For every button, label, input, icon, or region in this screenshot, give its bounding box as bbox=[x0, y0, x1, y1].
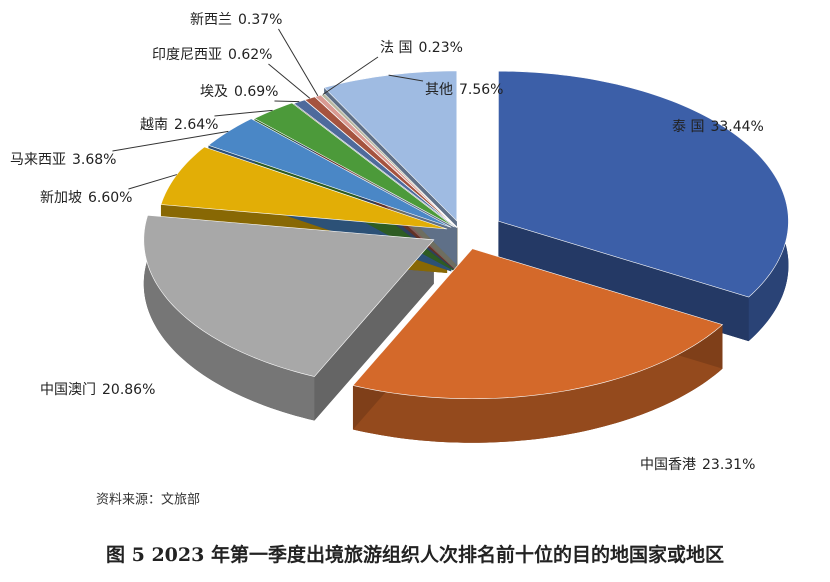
label-value: 2.64% bbox=[174, 117, 218, 133]
data-label: 中国澳门 20.86% bbox=[40, 382, 155, 398]
leader-line bbox=[278, 28, 319, 97]
label-category: 新西兰 bbox=[190, 12, 232, 28]
leader-line bbox=[322, 56, 379, 95]
label-value: 7.56% bbox=[459, 82, 503, 98]
label-value: 33.44% bbox=[710, 119, 763, 135]
leader-line bbox=[388, 74, 424, 82]
leader-line bbox=[112, 130, 229, 152]
data-label: 越南 2.64% bbox=[140, 117, 218, 133]
label-value: 3.68% bbox=[72, 152, 116, 168]
data-label: 法 国 0.23% bbox=[380, 40, 463, 56]
slice bbox=[352, 248, 724, 400]
label-category: 印度尼西亚 bbox=[152, 47, 222, 63]
label-value: 0.23% bbox=[418, 40, 462, 56]
leader-line bbox=[214, 109, 273, 117]
slice bbox=[293, 99, 457, 228]
label-value: 23.31% bbox=[702, 457, 755, 473]
slice-edge bbox=[314, 239, 434, 421]
leader-line bbox=[274, 100, 300, 103]
label-category: 中国澳门 bbox=[40, 382, 96, 398]
label-category: 法 国 bbox=[380, 40, 412, 56]
slice bbox=[498, 70, 789, 298]
label-value: 0.69% bbox=[234, 84, 278, 100]
data-label: 埃及 0.69% bbox=[200, 84, 278, 100]
slice bbox=[323, 70, 458, 222]
data-label: 印度尼西亚 0.62% bbox=[152, 47, 272, 63]
label-category: 新加坡 bbox=[40, 190, 82, 206]
slice-wall bbox=[143, 215, 315, 421]
labels: 泰 国 33.44% 中国香港 23.31% 中国澳门 20.86% 新加坡 6.60% 马来西… bbox=[10, 12, 764, 473]
pie-tops bbox=[143, 70, 789, 400]
label-category: 其他 bbox=[425, 82, 453, 98]
label-category: 泰 国 bbox=[672, 119, 704, 135]
label-category: 越南 bbox=[140, 117, 168, 133]
label-value: 0.62% bbox=[228, 47, 272, 63]
data-label: 其他 7.56% bbox=[425, 82, 503, 98]
label-category: 中国香港 bbox=[640, 457, 696, 473]
data-label: 马来西亚 3.68% bbox=[10, 152, 116, 168]
slice-edge bbox=[498, 221, 749, 342]
data-label: 泰 国 33.44% bbox=[672, 119, 764, 135]
data-label: 新西兰 0.37% bbox=[190, 12, 282, 28]
slice-wall bbox=[352, 324, 723, 443]
label-value: 20.86% bbox=[102, 382, 155, 398]
slice bbox=[253, 102, 455, 228]
chart-title: 图 5 2023 年第一季度出境旅游组织人次排名前十位的目的地国家或地区 bbox=[106, 543, 724, 566]
data-label: 中国香港 23.31% bbox=[640, 457, 755, 473]
slice bbox=[207, 118, 452, 228]
label-value: 0.37% bbox=[238, 12, 282, 28]
data-label: 新加坡 6.60% bbox=[40, 190, 132, 206]
slice bbox=[143, 215, 435, 377]
leader-line bbox=[268, 63, 311, 99]
source-note: 资料来源：文旅部 bbox=[96, 493, 200, 508]
slice bbox=[160, 146, 448, 230]
label-value: 6.60% bbox=[88, 190, 132, 206]
label-category: 马来西亚 bbox=[10, 152, 66, 168]
leader-line bbox=[128, 174, 177, 190]
label-category: 埃及 bbox=[200, 84, 228, 100]
